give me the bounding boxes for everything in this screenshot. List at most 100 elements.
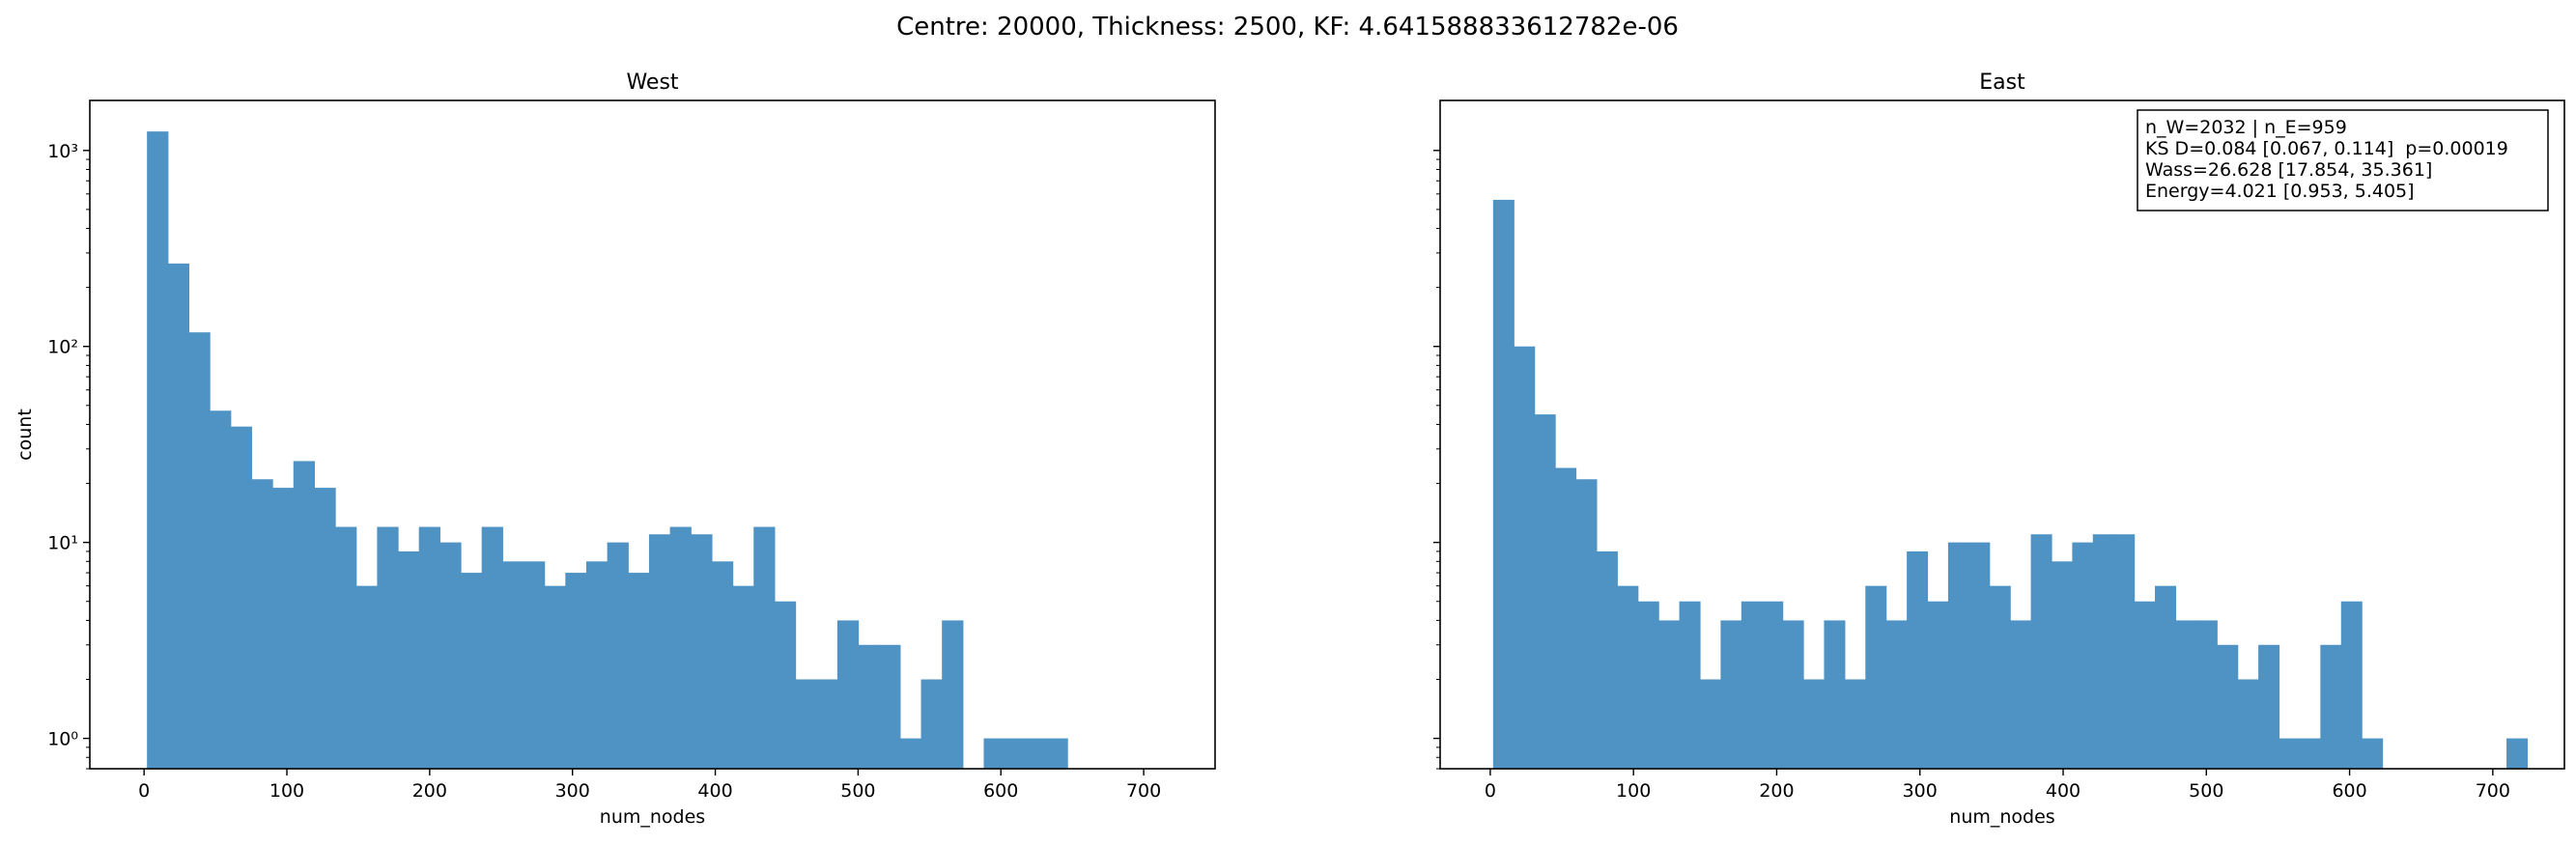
histogram-bar	[461, 573, 483, 769]
histogram-bar	[899, 738, 922, 769]
histogram-bar	[1658, 620, 1681, 769]
x-tick-label: 100	[1616, 780, 1651, 802]
x-tick-label: 500	[2189, 780, 2223, 802]
x-tick-label: 0	[138, 780, 150, 802]
histogram-bar	[188, 332, 211, 769]
histogram-bar	[753, 526, 776, 769]
x-tick-label: 700	[2476, 780, 2510, 802]
west-y-axis-label: count	[14, 409, 36, 461]
x-tick-label: 400	[697, 780, 732, 802]
histogram-bar	[1046, 738, 1068, 769]
x-tick-label: 600	[2332, 780, 2366, 802]
histogram-bar	[2340, 601, 2363, 769]
histogram-bar	[879, 644, 901, 769]
histogram-bar	[2175, 620, 2197, 769]
histogram-bar	[1803, 679, 1826, 769]
histogram-bar	[1741, 601, 1763, 769]
histogram-bar	[1824, 620, 1846, 769]
histogram-bar	[585, 561, 609, 769]
histogram-bar	[628, 573, 650, 769]
histogram-bar	[816, 679, 838, 769]
histogram-bar	[1596, 550, 1618, 769]
x-tick-label: 700	[1126, 780, 1161, 802]
histogram-bar	[2237, 679, 2259, 769]
x-tick-label: 0	[1485, 780, 1496, 802]
figure-suptitle: Centre: 20000, Thickness: 2500, KF: 4.64…	[896, 13, 1679, 42]
histogram-bar	[210, 410, 232, 769]
y-tick-label: 10¹	[47, 533, 78, 554]
histogram-bar	[1989, 585, 2011, 769]
histogram-bar	[2010, 620, 2032, 769]
histogram-bar	[1927, 601, 1949, 769]
histogram-bar	[565, 573, 587, 769]
annotation-line: Wass=26.628 [17.854, 35.361]	[2145, 159, 2432, 181]
histogram-bar	[167, 263, 190, 769]
histogram-bar	[439, 542, 462, 769]
histogram-bar	[502, 561, 524, 769]
histogram-bar	[355, 585, 378, 769]
histogram-bar	[2113, 534, 2136, 769]
histogram-bar	[377, 526, 399, 769]
histogram-bar	[983, 738, 1005, 769]
histogram-bar	[1762, 601, 1784, 769]
annotation-line: n_W=2032 | n_E=959	[2145, 117, 2347, 138]
histogram-bar	[2299, 738, 2321, 769]
west-x-axis-label: num_nodes	[600, 806, 705, 828]
histogram-bar	[481, 526, 503, 769]
west-bars	[147, 131, 1068, 769]
histogram-bar	[795, 679, 817, 769]
histogram-bar	[2217, 644, 2239, 769]
histogram-bar	[920, 679, 943, 769]
histogram-bar	[1575, 479, 1598, 769]
histogram-bar	[418, 526, 440, 769]
annotation-line: KS D=0.084 [0.067, 0.114] p=0.00019	[2145, 138, 2508, 159]
histogram-bar	[2072, 542, 2094, 769]
histogram-bar	[2051, 561, 2073, 769]
west-panel-title: West	[626, 70, 678, 95]
histogram-bar	[836, 620, 860, 769]
histogram-bar	[648, 534, 671, 769]
east-x-axis-label: num_nodes	[1949, 806, 2054, 828]
histogram-bar	[2506, 738, 2529, 769]
x-tick-label: 300	[555, 780, 590, 802]
annotation-line: Energy=4.021 [0.953, 5.405]	[2145, 181, 2415, 202]
histogram-bar	[1514, 346, 1536, 769]
west-histogram-panel: 0 100 200 300 400 500 600 700 10⁰ 10¹ 10² 10³ West nu…	[14, 70, 1216, 828]
histogram-bar	[732, 585, 754, 769]
histogram-bar	[544, 585, 566, 769]
histogram-bar	[942, 620, 964, 769]
histogram-bar	[607, 542, 629, 769]
histogram-bar	[2092, 534, 2114, 769]
histogram-bar	[2320, 644, 2342, 769]
histogram-bar	[2155, 585, 2177, 769]
east-panel-title: East	[1979, 70, 2025, 95]
histogram-bar	[858, 644, 880, 769]
histogram-bar	[1617, 585, 1639, 769]
histogram-bar	[335, 526, 357, 769]
x-tick-label: 100	[269, 780, 304, 802]
histogram-bar	[1885, 620, 1908, 769]
histogram-bar	[774, 601, 797, 769]
histogram-bar	[1782, 620, 1804, 769]
west-axes-frame	[89, 99, 1216, 770]
annotation-frame	[2137, 109, 2549, 212]
histogram-bar	[1534, 414, 1556, 769]
histogram-bar	[2279, 738, 2301, 769]
x-tick-label: 300	[1903, 780, 1938, 802]
histogram-bar	[1555, 467, 1577, 769]
histogram-bar	[1844, 679, 1866, 769]
histogram-bar	[147, 131, 169, 769]
histogram-bar	[272, 488, 295, 769]
histogram-bar	[293, 461, 316, 769]
histogram-bar	[1699, 679, 1721, 769]
histogram-bar	[711, 561, 734, 769]
histogram-bar	[2258, 644, 2280, 769]
histogram-bar	[1947, 542, 1969, 769]
histogram-bar	[2362, 738, 2384, 769]
histogram-bar	[1720, 620, 1742, 769]
histogram-bar	[2030, 534, 2052, 769]
east-histogram-panel: 0 100 200 300 400 500 600 700 East num_nodes n_W=2…	[1433, 70, 2565, 828]
x-tick-label: 200	[412, 780, 447, 802]
